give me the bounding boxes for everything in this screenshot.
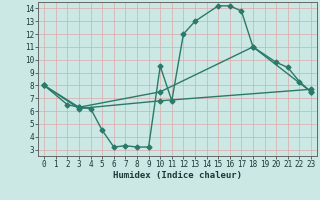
X-axis label: Humidex (Indice chaleur): Humidex (Indice chaleur) — [113, 171, 242, 180]
